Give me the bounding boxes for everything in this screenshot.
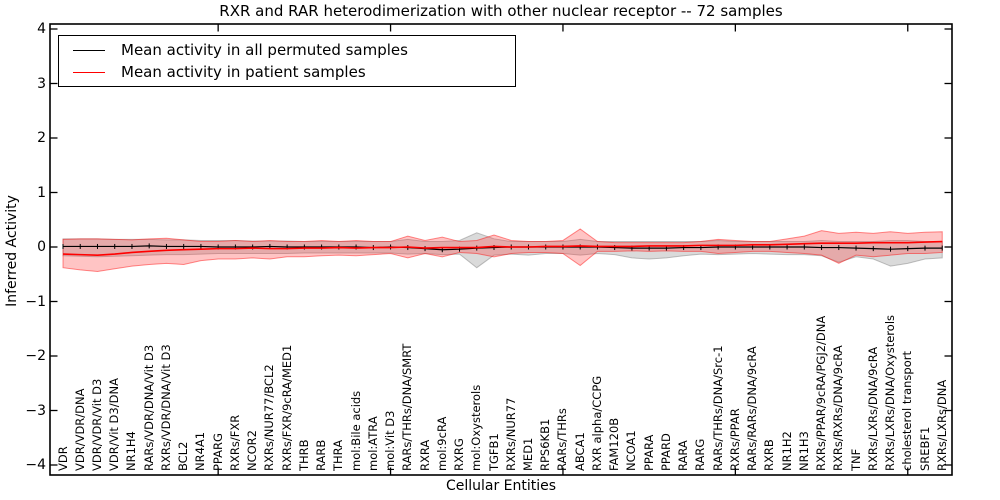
- x-category-label: RXRs/FXR: [227, 414, 242, 471]
- x-category-label: RARA: [676, 440, 691, 471]
- legend-item-patient: Mean activity in patient samples: [73, 61, 515, 83]
- permuted-samples-range-band: [62, 232, 943, 269]
- y-tick-label: 3: [37, 75, 46, 92]
- y-axis-label: Inferred Activity: [4, 195, 20, 307]
- x-category-label: RXRs/LXRs/DNA/9cRA: [865, 346, 880, 471]
- x-axis-label: Cellular Entities: [445, 478, 557, 494]
- y-tick-label: 2: [37, 130, 46, 146]
- x-category-label: NR1H4: [124, 431, 139, 471]
- x-category-label: RARB: [314, 439, 329, 471]
- x-category-label: VDR/VDR/Vit D3: [89, 378, 104, 471]
- x-category-label: TGFB1: [486, 433, 501, 471]
- y-tick-label: −4: [25, 457, 46, 473]
- x-category-label: RXRs/VDR/DNA/Vit D3: [158, 344, 173, 471]
- x-category-label: NCOR2: [245, 430, 260, 471]
- x-category-label: RARs/THRs/DNA/SMRT: [400, 343, 415, 471]
- x-category-label: RXRs/FXR/9cRA/MED1: [279, 344, 294, 471]
- x-category-label: VDR: [55, 446, 70, 471]
- x-category-label: MED1: [520, 437, 535, 471]
- x-category-label: THRA: [331, 439, 346, 471]
- x-category-label: PPARG: [210, 433, 225, 471]
- y-tick-label: 4: [37, 21, 46, 37]
- x-category-label: NCOA1: [624, 430, 639, 471]
- x-category-label: RXRs/PPAR: [727, 408, 742, 471]
- x-category-label: VDR/VDR/DNA: [72, 388, 87, 472]
- x-category-label: BCL2: [176, 441, 191, 471]
- axes-frame: [49, 23, 953, 476]
- x-category-label: NR1H3: [796, 431, 811, 471]
- x-category-label: RXRA: [417, 439, 432, 471]
- x-category-label: NR1H2: [779, 431, 794, 471]
- y-tick-label: −1: [25, 293, 46, 310]
- x-category-label: ABCA1: [572, 432, 587, 471]
- x-category-label: PPARA: [641, 434, 656, 471]
- x-category-label: RXRs/LXRs/DNA/Oxysterols: [883, 314, 898, 471]
- chart-title: RXR and RAR heterodimerization with othe…: [219, 2, 783, 20]
- legend-box: Mean activity in all permuted samples Me…: [58, 35, 516, 87]
- x-category-label: RXRs/LXRs/DNA: [934, 379, 949, 471]
- legend-label: Mean activity in all permuted samples: [121, 41, 408, 59]
- x-category-label: VDR/Vit D3/DNA: [107, 378, 122, 471]
- x-category-label: TNF: [848, 448, 863, 471]
- patient-mean-line: [62, 240, 943, 256]
- legend-line-sample-black-icon: [73, 49, 105, 51]
- x-category-label: RARs/THRs: [555, 408, 570, 471]
- x-category-label: RXRs/RXRs/DNA/9cRA: [831, 345, 846, 471]
- legend-item-permuted: Mean activity in all permuted samples: [73, 39, 515, 61]
- legend-line-sample-red-icon: [73, 71, 105, 73]
- y-tick-label: 1: [37, 184, 46, 201]
- x-category-label: FAM120B: [607, 417, 622, 471]
- x-category-label: mol:Oxysterols: [469, 384, 484, 471]
- y-tick-label: 0: [37, 239, 46, 255]
- x-category-label: mol:ATRA: [365, 416, 380, 471]
- x-category-label: RXRs/NUR77: [503, 397, 518, 471]
- x-category-label: SREBF1: [917, 426, 932, 471]
- x-category-label: mol:Bile acids: [348, 390, 363, 471]
- x-category-label: RARs/THRs/DNA/Src-1: [710, 345, 725, 471]
- x-category-label: RXRs/NUR77/BCL2: [262, 364, 277, 471]
- x-category-label: RXRs/PPAR/9cRA/PGJ2/DNA: [814, 315, 829, 471]
- x-category-label: RXR alpha/CCPG: [589, 375, 604, 471]
- legend-label: Mean activity in patient samples: [121, 63, 366, 81]
- patient-samples-range-band: [62, 228, 943, 273]
- x-category-label: PPARD: [658, 433, 673, 471]
- x-category-label: cholesterol transport: [900, 351, 915, 471]
- x-category-label: RARs/VDR/DNA/Vit D3: [141, 344, 156, 471]
- x-category-label: RXRB: [762, 439, 777, 471]
- x-category-label: RARs/RARs/DNA/9cRA: [745, 346, 760, 471]
- y-tick-label: −3: [25, 402, 46, 419]
- x-category-label: RARG: [693, 438, 708, 471]
- y-tick-label: −2: [25, 348, 46, 364]
- x-category-label: mol:Vit D3: [383, 410, 398, 471]
- x-category-label: NR4A1: [193, 431, 208, 471]
- x-category-label: mol:9cRA: [434, 416, 449, 471]
- x-category-label: RXRG: [452, 438, 467, 471]
- x-category-label: RPS6KB1: [538, 418, 553, 471]
- x-category-label: THRB: [296, 439, 311, 471]
